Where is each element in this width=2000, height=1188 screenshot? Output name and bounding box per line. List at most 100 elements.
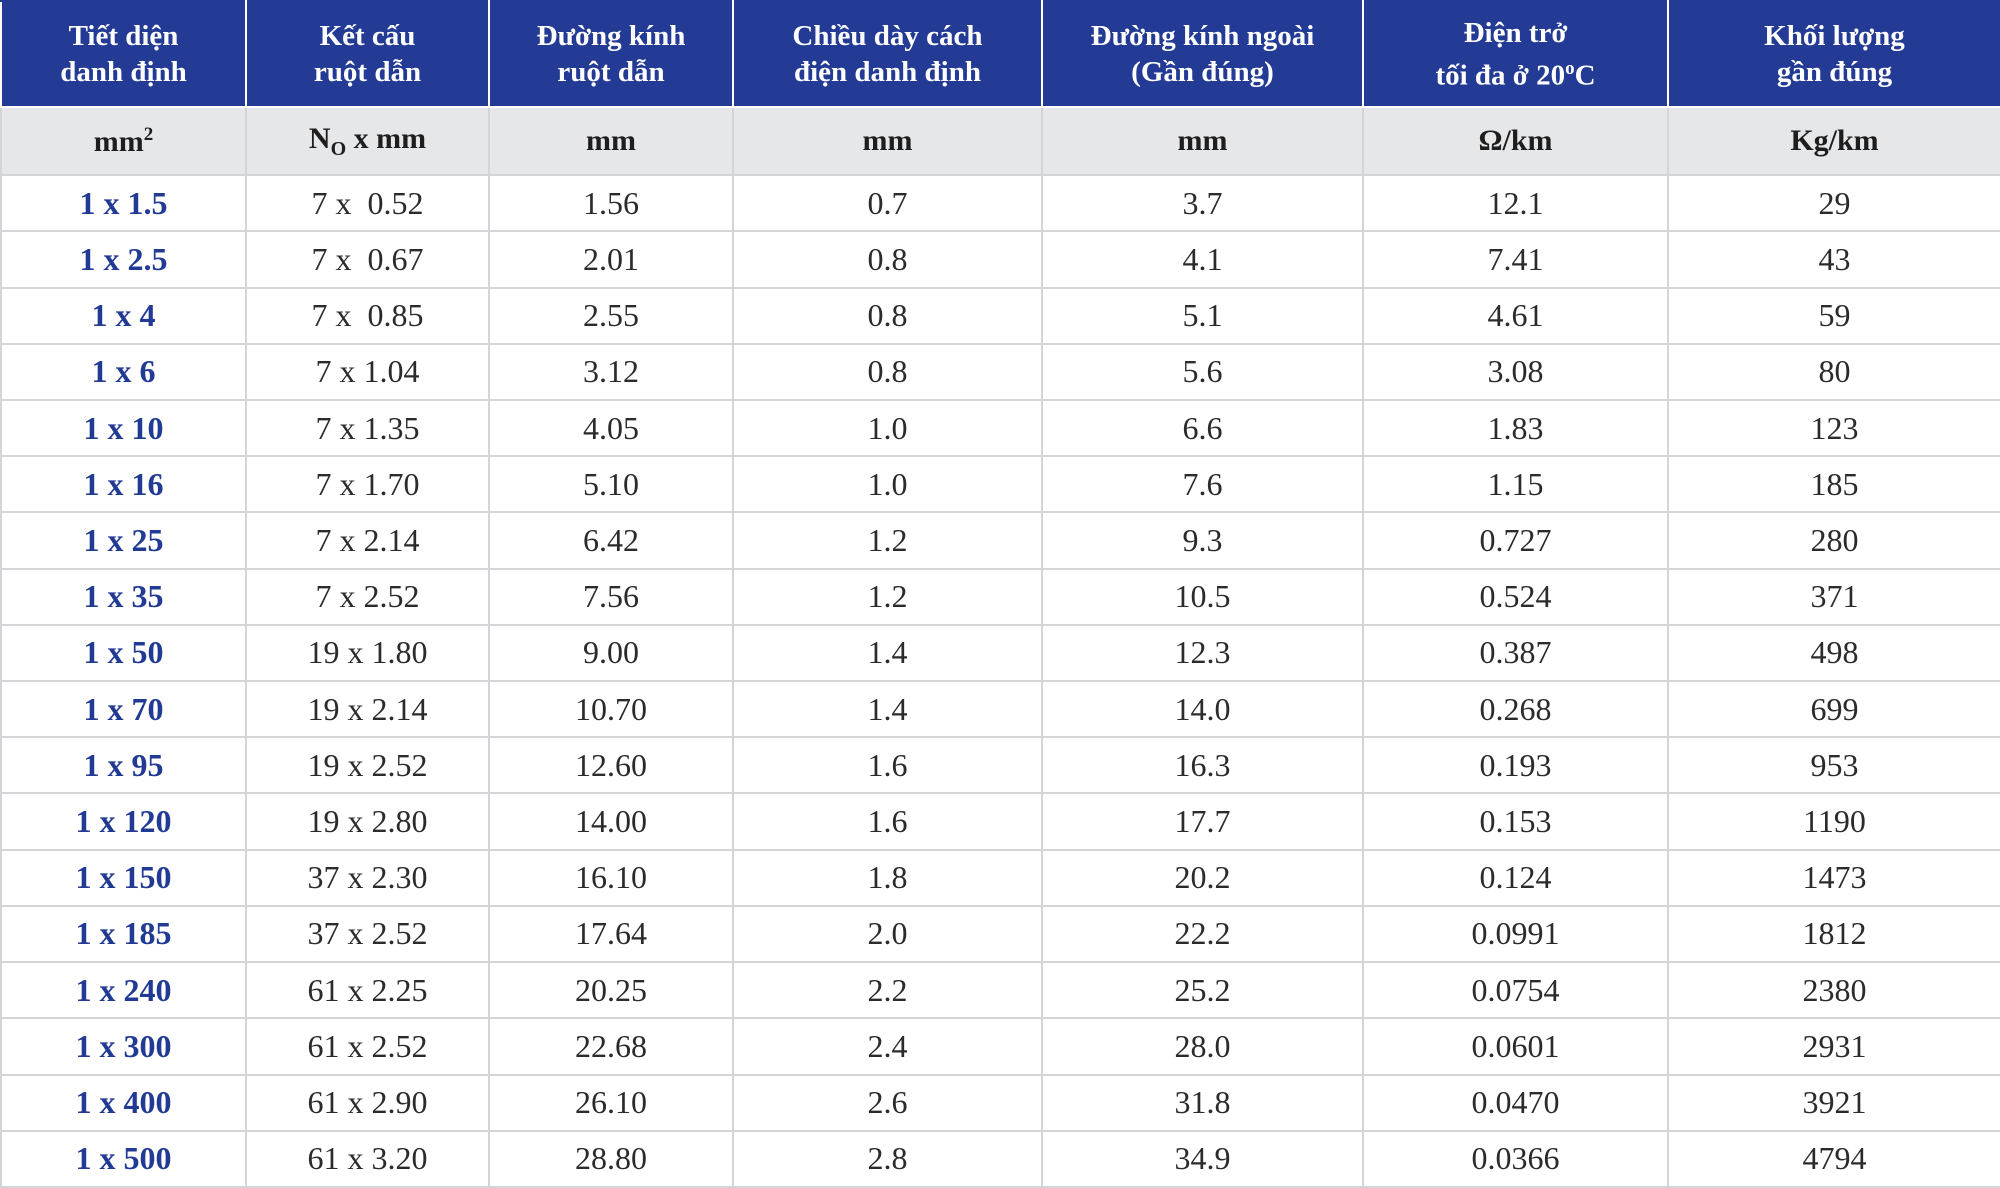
cell-insulation-thickness: 0.8 <box>732 286 1043 345</box>
cell-max-resistance: 12.1 <box>1362 174 1669 233</box>
cell-insulation-thickness: 1.6 <box>732 792 1043 851</box>
table-row: 1 x 300 61 x 2.52 22.68 2.4 28.0 0.0601 2931 <box>0 1017 2000 1076</box>
cell-approx-weight: 1190 <box>1667 792 2000 851</box>
cell-insulation-thickness: 0.8 <box>732 230 1043 289</box>
table-row: 1 x 500 61 x 3.20 28.80 2.8 34.9 0.0366 4794 <box>0 1129 2000 1188</box>
header-nominal-area: Tiết diện danh định <box>0 0 247 108</box>
table-row: 1 x 25 7 x 2.14 6.42 1.2 9.3 0.727 280 <box>0 511 2000 570</box>
cell-insulation-thickness: 2.4 <box>732 1017 1043 1076</box>
cell-nominal-area: 1 x 120 <box>0 792 247 851</box>
cell-nominal-area: 1 x 70 <box>0 680 247 739</box>
cell-nominal-area: 1 x 500 <box>0 1129 247 1188</box>
cell-conductor-structure: 19 x 2.52 <box>245 736 490 795</box>
cell-approx-weight: 4794 <box>1667 1129 2000 1188</box>
unit-resistance: Ω/km <box>1362 105 1669 177</box>
cell-outer-diameter: 3.7 <box>1041 174 1364 233</box>
cell-approx-weight: 2380 <box>1667 961 2000 1020</box>
cell-conductor-structure: 61 x 3.20 <box>245 1129 490 1188</box>
cell-approx-weight: 699 <box>1667 680 2000 739</box>
cell-max-resistance: 0.124 <box>1362 848 1669 907</box>
cell-max-resistance: 1.15 <box>1362 455 1669 514</box>
cell-approx-weight: 123 <box>1667 399 2000 458</box>
cell-approx-weight: 280 <box>1667 511 2000 570</box>
units-row: mm2 NO x mm mm mm mm Ω/km Kg/km <box>0 105 2000 177</box>
cell-nominal-area: 1 x 35 <box>0 567 247 626</box>
cell-outer-diameter: 16.3 <box>1041 736 1364 795</box>
cell-conductor-diameter: 10.70 <box>488 680 734 739</box>
cell-nominal-area: 1 x 6 <box>0 342 247 402</box>
cell-max-resistance: 0.0754 <box>1362 961 1669 1020</box>
cell-nominal-area: 1 x 95 <box>0 736 247 795</box>
cell-max-resistance: 0.268 <box>1362 680 1669 739</box>
cell-insulation-thickness: 1.0 <box>732 455 1043 514</box>
cell-outer-diameter: 14.0 <box>1041 680 1364 739</box>
cell-outer-diameter: 20.2 <box>1041 848 1364 907</box>
cell-insulation-thickness: 2.6 <box>732 1073 1043 1132</box>
cell-outer-diameter: 12.3 <box>1041 623 1364 683</box>
cell-outer-diameter: 5.1 <box>1041 286 1364 345</box>
header-conductor-diameter: Đường kính ruột dẫn <box>488 0 734 108</box>
cell-nominal-area: 1 x 16 <box>0 455 247 514</box>
cell-insulation-thickness: 1.4 <box>732 623 1043 683</box>
cell-insulation-thickness: 1.2 <box>732 511 1043 570</box>
cell-insulation-thickness: 0.8 <box>732 342 1043 402</box>
cell-approx-weight: 953 <box>1667 736 2000 795</box>
table-row: 1 x 35 7 x 2.52 7.56 1.2 10.5 0.524 371 <box>0 567 2000 626</box>
cell-outer-diameter: 22.2 <box>1041 904 1364 964</box>
cell-approx-weight: 1812 <box>1667 904 2000 964</box>
cell-conductor-structure: 7 x 0.52 <box>245 174 490 233</box>
table-row: 1 x 70 19 x 2.14 10.70 1.4 14.0 0.268 699 <box>0 680 2000 739</box>
cell-nominal-area: 1 x 240 <box>0 961 247 1020</box>
cell-nominal-area: 1 x 185 <box>0 904 247 964</box>
cell-nominal-area: 1 x 300 <box>0 1017 247 1076</box>
unit-area: mm2 <box>0 105 247 177</box>
cell-nominal-area: 1 x 150 <box>0 848 247 907</box>
cell-conductor-diameter: 3.12 <box>488 342 734 402</box>
cell-max-resistance: 0.387 <box>1362 623 1669 683</box>
cell-conductor-diameter: 20.25 <box>488 961 734 1020</box>
cell-insulation-thickness: 2.2 <box>732 961 1043 1020</box>
cell-nominal-area: 1 x 25 <box>0 511 247 570</box>
unit-structure-sub: O <box>330 137 347 160</box>
cell-conductor-diameter: 7.56 <box>488 567 734 626</box>
cell-conductor-diameter: 22.68 <box>488 1017 734 1076</box>
cell-insulation-thickness: 2.8 <box>732 1129 1043 1188</box>
cell-conductor-structure: 61 x 2.90 <box>245 1073 490 1132</box>
degree-sup: o <box>1565 57 1575 79</box>
cell-conductor-diameter: 16.10 <box>488 848 734 907</box>
cell-insulation-thickness: 1.4 <box>732 680 1043 739</box>
header-max-resistance-text: Điện trở tối đa ở 20 <box>1435 16 1568 92</box>
table-row: 1 x 2.5 7 x 0.67 2.01 0.8 4.1 7.41 43 <box>0 230 2000 289</box>
unit-outer-diameter: mm <box>1041 105 1364 177</box>
cell-outer-diameter: 34.9 <box>1041 1129 1364 1188</box>
table-row: 1 x 95 19 x 2.52 12.60 1.6 16.3 0.193 953 <box>0 736 2000 795</box>
header-approx-weight: Khối lượng gần đúng <box>1667 0 2000 108</box>
cell-insulation-thickness: 2.0 <box>732 904 1043 964</box>
header-outer-diameter: Đường kính ngoài (Gần đúng) <box>1041 0 1364 108</box>
cell-conductor-diameter: 26.10 <box>488 1073 734 1132</box>
cell-insulation-thickness: 1.8 <box>732 848 1043 907</box>
header-max-resistance: Điện trở tối đa ở 20oC <box>1362 0 1669 108</box>
cell-insulation-thickness: 1.0 <box>732 399 1043 458</box>
cell-outer-diameter: 6.6 <box>1041 399 1364 458</box>
table-row: 1 x 16 7 x 1.70 5.10 1.0 7.6 1.15 185 <box>0 455 2000 514</box>
cell-conductor-structure: 7 x 0.67 <box>245 230 490 289</box>
cell-max-resistance: 0.0470 <box>1362 1073 1669 1132</box>
cell-nominal-area: 1 x 2.5 <box>0 230 247 289</box>
cell-max-resistance: 0.0601 <box>1362 1017 1669 1076</box>
cell-nominal-area: 1 x 400 <box>0 1073 247 1132</box>
cell-conductor-diameter: 9.00 <box>488 623 734 683</box>
cell-approx-weight: 80 <box>1667 342 2000 402</box>
celsius-unit: C <box>1574 59 1596 92</box>
cell-nominal-area: 1 x 4 <box>0 286 247 345</box>
cell-conductor-diameter: 14.00 <box>488 792 734 851</box>
cell-outer-diameter: 31.8 <box>1041 1073 1364 1132</box>
cell-approx-weight: 371 <box>1667 567 2000 626</box>
header-row: Tiết diện danh định Kết cấu ruột dẫn Đườ… <box>0 0 2000 108</box>
cell-nominal-area: 1 x 1.5 <box>0 174 247 233</box>
cell-approx-weight: 29 <box>1667 174 2000 233</box>
cell-max-resistance: 1.83 <box>1362 399 1669 458</box>
cell-conductor-diameter: 28.80 <box>488 1129 734 1188</box>
cell-insulation-thickness: 1.2 <box>732 567 1043 626</box>
